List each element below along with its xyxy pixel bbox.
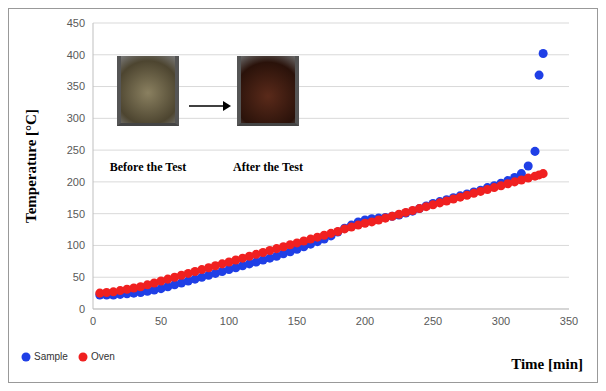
html-text:Oven: Oven: [90, 351, 115, 362]
svg-text:150: 150: [67, 208, 85, 220]
html-text:Time [min]: Time [min]: [511, 356, 583, 372]
svg-text:50: 50: [73, 271, 85, 283]
svg-text:50: 50: [155, 315, 167, 327]
svg-text:300: 300: [492, 315, 510, 327]
svg-text:Temperature [°C]: Temperature [°C]: [23, 109, 39, 223]
svg-text:150: 150: [288, 315, 306, 327]
svg-text:450: 450: [67, 17, 85, 29]
html-text:After the Test: After the Test: [233, 160, 303, 174]
html-text:Before the Test: Before the Test: [109, 160, 187, 174]
svg-text:200: 200: [356, 315, 374, 327]
html-text:Sample: Sample: [34, 351, 68, 362]
svg-text:300: 300: [67, 112, 85, 124]
svg-text:200: 200: [67, 176, 85, 188]
svg-text:250: 250: [424, 315, 442, 327]
svg-text:0: 0: [79, 303, 85, 315]
svg-text:100: 100: [67, 239, 85, 251]
svg-text:0: 0: [90, 315, 96, 327]
svg-text:400: 400: [67, 49, 85, 61]
svg-text:350: 350: [560, 315, 578, 327]
svg-text:350: 350: [67, 80, 85, 92]
svg-text:250: 250: [67, 144, 85, 156]
svg-text:100: 100: [220, 315, 238, 327]
